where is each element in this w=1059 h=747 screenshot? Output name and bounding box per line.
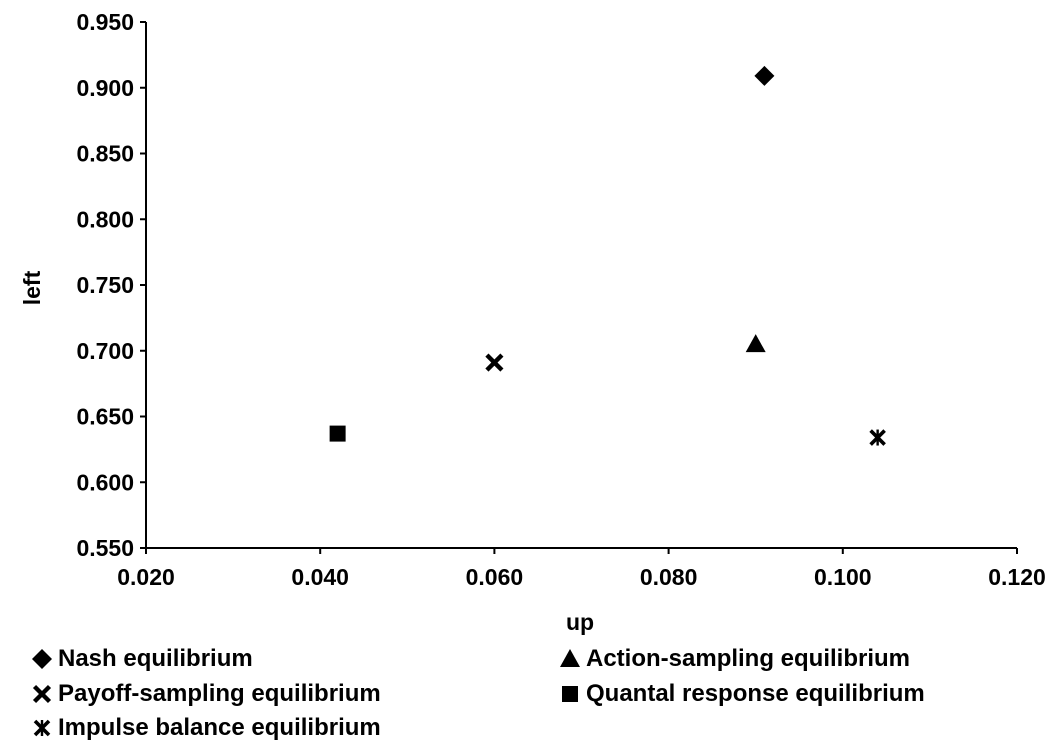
legend-label: Payoff-sampling equilibrium — [58, 680, 381, 707]
legend-label: Quantal response equilibrium — [586, 680, 925, 707]
y-tick-label: 0.950 — [76, 9, 134, 35]
square-marker-icon — [562, 686, 578, 702]
x-tick-labels: 0.020 0.040 0.060 0.080 0.100 0.120 — [117, 548, 1046, 590]
legend-label: Impulse balance equilibrium — [58, 714, 381, 741]
diamond-marker-icon — [32, 649, 52, 669]
data-point-star — [869, 429, 886, 446]
star-marker-icon — [33, 719, 51, 737]
legend-item: Action-sampling equilibrium — [558, 645, 910, 673]
legend-item: Payoff-sampling equilibrium — [30, 680, 381, 708]
legend-label: Action-sampling equilibrium — [586, 645, 911, 672]
data-point-triangle — [745, 334, 766, 353]
x-tick-label: 0.080 — [640, 564, 698, 590]
x-tick-label: 0.020 — [117, 564, 175, 590]
y-tick-label: 0.650 — [76, 404, 134, 430]
legend-item: Nash equilibrium — [30, 645, 253, 673]
scatter-chart: 0.550 0.600 0.650 0.700 0.750 0.800 0.850 0.900… — [19, 9, 1046, 635]
y-tick-label: 0.750 — [76, 272, 134, 298]
y-tick-label: 0.850 — [76, 141, 134, 167]
x-tick-label: 0.040 — [291, 564, 349, 590]
legend: Nash equilibrium Action-sampling equilibr… — [30, 641, 1030, 745]
y-tick-labels: 0.550 0.600 0.650 0.700 0.750 0.800 0.850 0.900… — [76, 9, 146, 561]
x-tick-label: 0.120 — [988, 564, 1046, 590]
legend-label: Nash equilibrium — [58, 645, 253, 672]
axes — [145, 22, 1017, 549]
y-tick-label: 0.600 — [76, 469, 134, 495]
data-point-square — [329, 425, 346, 442]
data-point-x — [485, 353, 504, 372]
x-tick-label: 0.060 — [466, 564, 524, 590]
y-axis-title: left — [19, 270, 45, 305]
x-marker-icon — [32, 684, 52, 704]
y-tick-label: 0.550 — [76, 535, 134, 561]
legend-item: Quantal response equilibrium — [558, 680, 925, 708]
x-tick-label: 0.100 — [814, 564, 872, 590]
data-points — [329, 65, 886, 446]
legend-item: Impulse balance equilibrium — [30, 714, 381, 742]
triangle-marker-icon — [560, 649, 580, 667]
y-tick-label: 0.700 — [76, 338, 134, 364]
y-tick-label: 0.800 — [76, 206, 134, 232]
data-point-diamond — [754, 65, 775, 86]
y-tick-label: 0.900 — [76, 75, 134, 101]
x-axis-title: up — [566, 609, 594, 635]
